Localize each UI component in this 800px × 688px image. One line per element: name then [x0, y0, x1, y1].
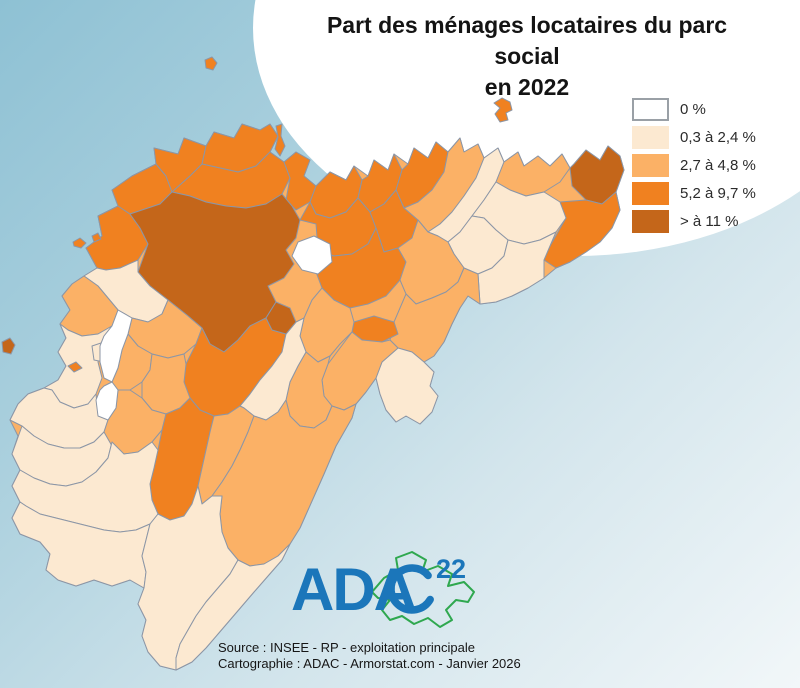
commune-polygon [91, 232, 102, 243]
commune-polygon [569, 145, 625, 205]
legend-label: 5,2 à 9,7 % [680, 185, 756, 202]
legend-swatch-1 [632, 126, 669, 149]
logo-number: 22 [436, 554, 466, 584]
legend-swatch-3 [632, 182, 669, 205]
commune-polygon [99, 309, 133, 383]
commune-polygon [95, 381, 119, 421]
map-title-line1: Part des ménages locataires du parc soci… [326, 12, 728, 69]
legend-swatch-2 [632, 154, 669, 177]
commune-polygon [204, 56, 218, 71]
map-title: Part des ménages locataires du parc soci… [292, 10, 762, 103]
legend-swatch-4 [632, 210, 669, 233]
commune-polygon [291, 235, 333, 275]
commune-polygon [67, 361, 83, 373]
legend-label: 0,3 à 2,4 % [680, 129, 756, 146]
legend-item: 5,2 à 9,7 % [632, 182, 756, 205]
adac22-logo: ADA 22 [291, 551, 475, 628]
commune-polygon [274, 123, 286, 157]
legend-item: 2,7 à 4,8 % [632, 154, 756, 177]
legend-label: 2,7 à 4,8 % [680, 157, 756, 174]
commune-polygon [493, 97, 513, 123]
map-legend: 0 % 0,3 à 2,4 % 2,7 à 4,8 % 5,2 à 9,7 % … [632, 98, 756, 238]
commune-polygon [72, 237, 87, 249]
commune-polygon [1, 337, 16, 355]
map-title-line2: en 2022 [484, 74, 570, 100]
source-line: Source : INSEE - RP - exploitation princ… [218, 640, 475, 655]
commune-polygon [375, 347, 439, 425]
commune-polygon [265, 301, 297, 335]
logo-c-ring [387, 564, 434, 614]
commune-polygons-group [1, 56, 625, 671]
legend-item: > à 11 % [632, 210, 756, 233]
legend-swatch-0 [632, 98, 669, 121]
cartography-line: Cartographie : ADAC - Armorstat.com - Ja… [218, 656, 521, 671]
legend-item: 0 % [632, 98, 756, 121]
logo-text: ADA [291, 556, 416, 623]
commune-polygon [175, 543, 291, 671]
legend-item: 0,3 à 2,4 % [632, 126, 756, 149]
legend-label: > à 11 % [680, 213, 739, 230]
logo-department-outline-icon [371, 551, 475, 628]
legend-label: 0 % [680, 101, 706, 118]
source-credits: Source : INSEE - RP - exploitation princ… [218, 640, 521, 672]
commune-polygon [477, 231, 557, 305]
